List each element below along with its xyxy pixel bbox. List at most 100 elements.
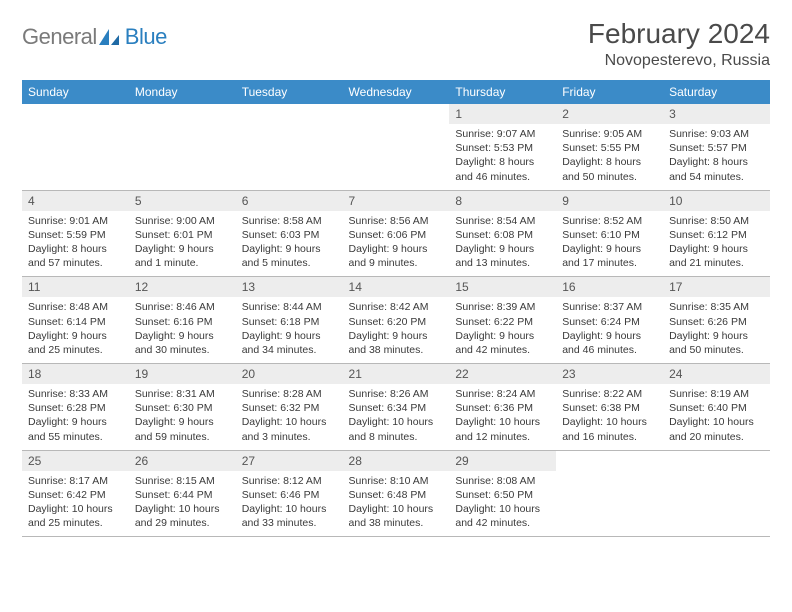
brand-word-general: General xyxy=(22,24,97,50)
day-daylight2: and 1 minute. xyxy=(135,256,230,270)
day-number: 11 xyxy=(22,277,129,297)
weekday-header: Saturday xyxy=(663,80,770,104)
day-sunset: Sunset: 6:46 PM xyxy=(242,488,337,502)
day-sunrise: Sunrise: 8:26 AM xyxy=(349,387,444,401)
day-number: 9 xyxy=(556,191,663,211)
weekday-header: Friday xyxy=(556,80,663,104)
day-sunset: Sunset: 6:28 PM xyxy=(28,401,123,415)
day-sunset: Sunset: 6:38 PM xyxy=(562,401,657,415)
day-details: Sunrise: 8:28 AMSunset: 6:32 PMDaylight:… xyxy=(236,384,343,450)
day-daylight2: and 50 minutes. xyxy=(562,170,657,184)
day-number: 25 xyxy=(22,451,129,471)
day-details: Sunrise: 8:46 AMSunset: 6:16 PMDaylight:… xyxy=(129,297,236,363)
day-sunrise: Sunrise: 8:56 AM xyxy=(349,214,444,228)
day-details: Sunrise: 8:10 AMSunset: 6:48 PMDaylight:… xyxy=(343,471,450,537)
day-details: Sunrise: 8:12 AMSunset: 6:46 PMDaylight:… xyxy=(236,471,343,537)
day-number: 18 xyxy=(22,364,129,384)
day-daylight1: Daylight: 9 hours xyxy=(669,242,764,256)
day-sunset: Sunset: 6:48 PM xyxy=(349,488,444,502)
calendar-week-row: ....1Sunrise: 9:07 AMSunset: 5:53 PMDayl… xyxy=(22,104,770,190)
day-daylight2: and 55 minutes. xyxy=(28,430,123,444)
day-sunrise: Sunrise: 9:05 AM xyxy=(562,127,657,141)
calendar-cell: 2Sunrise: 9:05 AMSunset: 5:55 PMDaylight… xyxy=(556,104,663,190)
calendar-cell: 10Sunrise: 8:50 AMSunset: 6:12 PMDayligh… xyxy=(663,190,770,277)
calendar-cell: . xyxy=(129,104,236,190)
calendar-cell: 20Sunrise: 8:28 AMSunset: 6:32 PMDayligh… xyxy=(236,364,343,451)
brand-logo: General Blue xyxy=(22,18,167,50)
day-daylight2: and 25 minutes. xyxy=(28,516,123,530)
calendar-week-row: 11Sunrise: 8:48 AMSunset: 6:14 PMDayligh… xyxy=(22,277,770,364)
day-sunrise: Sunrise: 8:42 AM xyxy=(349,300,444,314)
day-number: 1 xyxy=(449,104,556,124)
calendar-cell: 3Sunrise: 9:03 AMSunset: 5:57 PMDaylight… xyxy=(663,104,770,190)
calendar-cell: 26Sunrise: 8:15 AMSunset: 6:44 PMDayligh… xyxy=(129,450,236,537)
day-sunset: Sunset: 6:12 PM xyxy=(669,228,764,242)
day-details: Sunrise: 8:48 AMSunset: 6:14 PMDaylight:… xyxy=(22,297,129,363)
day-daylight1: Daylight: 10 hours xyxy=(562,415,657,429)
day-number: 14 xyxy=(343,277,450,297)
day-sunset: Sunset: 6:34 PM xyxy=(349,401,444,415)
day-details: Sunrise: 8:08 AMSunset: 6:50 PMDaylight:… xyxy=(449,471,556,537)
calendar-cell: 9Sunrise: 8:52 AMSunset: 6:10 PMDaylight… xyxy=(556,190,663,277)
day-details: Sunrise: 8:44 AMSunset: 6:18 PMDaylight:… xyxy=(236,297,343,363)
calendar-cell: 29Sunrise: 8:08 AMSunset: 6:50 PMDayligh… xyxy=(449,450,556,537)
day-daylight2: and 16 minutes. xyxy=(562,430,657,444)
month-title: February 2024 xyxy=(588,18,770,50)
day-daylight1: Daylight: 8 hours xyxy=(28,242,123,256)
day-number: 4 xyxy=(22,191,129,211)
day-sunrise: Sunrise: 9:00 AM xyxy=(135,214,230,228)
calendar-cell: . xyxy=(236,104,343,190)
day-sunset: Sunset: 6:06 PM xyxy=(349,228,444,242)
day-details: Sunrise: 8:58 AMSunset: 6:03 PMDaylight:… xyxy=(236,211,343,277)
day-sunset: Sunset: 6:24 PM xyxy=(562,315,657,329)
day-number: 3 xyxy=(663,104,770,124)
day-details: Sunrise: 8:42 AMSunset: 6:20 PMDaylight:… xyxy=(343,297,450,363)
day-sunrise: Sunrise: 8:48 AM xyxy=(28,300,123,314)
day-sunset: Sunset: 6:01 PM xyxy=(135,228,230,242)
day-sunrise: Sunrise: 8:39 AM xyxy=(455,300,550,314)
day-daylight2: and 46 minutes. xyxy=(562,343,657,357)
day-sunrise: Sunrise: 8:46 AM xyxy=(135,300,230,314)
day-daylight1: Daylight: 9 hours xyxy=(135,329,230,343)
day-daylight1: Daylight: 8 hours xyxy=(562,155,657,169)
page-header: General Blue February 2024 Novopesterevo… xyxy=(22,18,770,70)
day-daylight2: and 38 minutes. xyxy=(349,343,444,357)
calendar-cell: . xyxy=(556,450,663,537)
calendar-cell: 12Sunrise: 8:46 AMSunset: 6:16 PMDayligh… xyxy=(129,277,236,364)
calendar-cell: 6Sunrise: 8:58 AMSunset: 6:03 PMDaylight… xyxy=(236,190,343,277)
day-daylight1: Daylight: 10 hours xyxy=(669,415,764,429)
day-daylight1: Daylight: 10 hours xyxy=(28,502,123,516)
day-details: Sunrise: 8:56 AMSunset: 6:06 PMDaylight:… xyxy=(343,211,450,277)
day-details: Sunrise: 8:22 AMSunset: 6:38 PMDaylight:… xyxy=(556,384,663,450)
calendar-cell: 23Sunrise: 8:22 AMSunset: 6:38 PMDayligh… xyxy=(556,364,663,451)
calendar-cell: 13Sunrise: 8:44 AMSunset: 6:18 PMDayligh… xyxy=(236,277,343,364)
day-daylight1: Daylight: 8 hours xyxy=(669,155,764,169)
day-daylight2: and 9 minutes. xyxy=(349,256,444,270)
calendar-table: Sunday Monday Tuesday Wednesday Thursday… xyxy=(22,80,770,537)
day-details: Sunrise: 8:24 AMSunset: 6:36 PMDaylight:… xyxy=(449,384,556,450)
day-sunset: Sunset: 6:32 PM xyxy=(242,401,337,415)
day-daylight1: Daylight: 9 hours xyxy=(28,329,123,343)
sail-icon xyxy=(97,27,121,47)
day-sunset: Sunset: 5:55 PM xyxy=(562,141,657,155)
calendar-cell: . xyxy=(343,104,450,190)
weekday-header-row: Sunday Monday Tuesday Wednesday Thursday… xyxy=(22,80,770,104)
day-daylight1: Daylight: 9 hours xyxy=(242,329,337,343)
calendar-cell: 19Sunrise: 8:31 AMSunset: 6:30 PMDayligh… xyxy=(129,364,236,451)
day-daylight2: and 50 minutes. xyxy=(669,343,764,357)
day-sunrise: Sunrise: 8:44 AM xyxy=(242,300,337,314)
day-sunrise: Sunrise: 9:07 AM xyxy=(455,127,550,141)
day-daylight1: Daylight: 8 hours xyxy=(455,155,550,169)
day-daylight2: and 20 minutes. xyxy=(669,430,764,444)
day-daylight1: Daylight: 10 hours xyxy=(242,415,337,429)
day-sunrise: Sunrise: 8:22 AM xyxy=(562,387,657,401)
day-daylight2: and 33 minutes. xyxy=(242,516,337,530)
brand-word-blue: Blue xyxy=(125,24,167,50)
calendar-cell: 14Sunrise: 8:42 AMSunset: 6:20 PMDayligh… xyxy=(343,277,450,364)
calendar-cell: 24Sunrise: 8:19 AMSunset: 6:40 PMDayligh… xyxy=(663,364,770,451)
day-number: 7 xyxy=(343,191,450,211)
calendar-cell: 1Sunrise: 9:07 AMSunset: 5:53 PMDaylight… xyxy=(449,104,556,190)
day-daylight1: Daylight: 10 hours xyxy=(242,502,337,516)
weekday-header: Monday xyxy=(129,80,236,104)
day-daylight1: Daylight: 9 hours xyxy=(455,242,550,256)
